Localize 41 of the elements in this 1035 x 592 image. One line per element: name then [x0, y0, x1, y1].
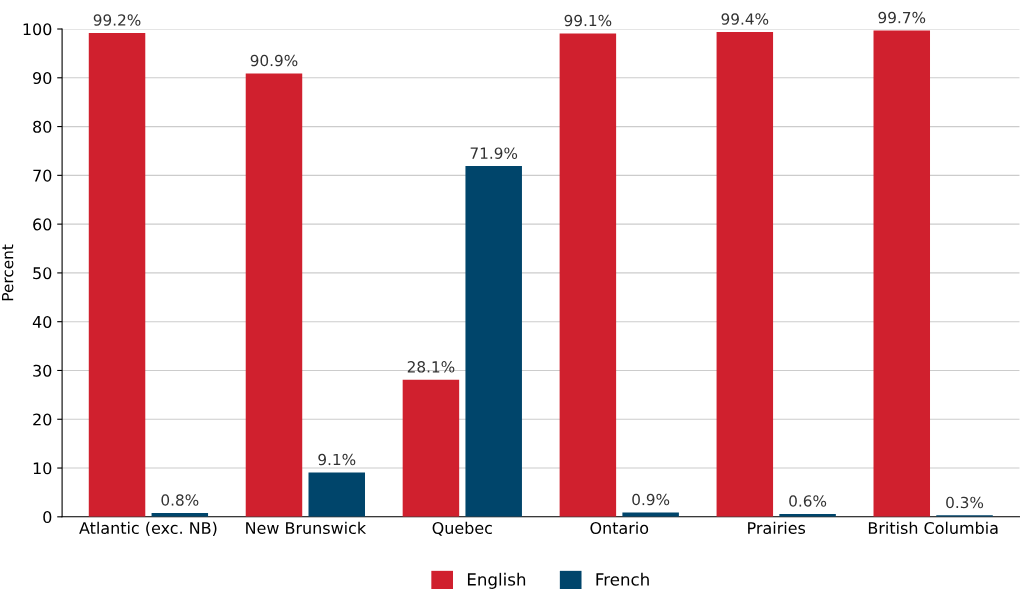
bar — [88, 32, 146, 517]
x-tick-label: New Brunswick — [246, 521, 367, 535]
data-label: 99.4% — [721, 13, 769, 25]
y-tick-label: 20 — [33, 413, 52, 426]
data-label: 28.1% — [407, 361, 455, 373]
data-label: 0.9% — [632, 493, 670, 506]
bar — [716, 31, 774, 517]
y-tick-label: 40 — [32, 315, 52, 328]
x-tick-label: Ontario — [590, 521, 649, 535]
y-tick-label: 60 — [33, 218, 52, 231]
bar — [245, 73, 303, 517]
y-tick-label: 30 — [33, 364, 52, 377]
x-tick-label: Quebec — [432, 521, 492, 536]
x-tick-label: British Columbia — [868, 521, 998, 535]
data-label: 99.2% — [93, 14, 141, 26]
y-tick-label: 90 — [33, 72, 52, 85]
data-label: 90.9% — [250, 54, 298, 67]
x-tick-label: Prairies — [748, 521, 806, 535]
bar — [402, 379, 460, 517]
bar — [559, 33, 617, 517]
data-label: 0.3% — [946, 496, 984, 509]
data-label: 99.1% — [564, 14, 612, 27]
bar — [873, 30, 931, 517]
y-tick-label: 50 — [33, 267, 52, 280]
y-tick-label: 100 — [23, 23, 52, 36]
bar — [622, 512, 679, 517]
data-label: 9.1% — [318, 453, 356, 466]
legend-label: French — [596, 572, 649, 586]
legend-label: English — [467, 572, 526, 589]
y-axis-title: Percent — [2, 244, 14, 301]
data-label: 99.7% — [878, 11, 926, 24]
bar — [465, 166, 522, 517]
data-label: 0.6% — [789, 495, 827, 507]
y-tick-label: 10 — [33, 462, 52, 475]
x-tick-label: Atlantic (exc. NB) — [79, 521, 217, 536]
bar — [308, 472, 366, 517]
data-label: 0.8% — [161, 494, 199, 506]
y-tick-label: 0 — [43, 511, 52, 524]
y-tick-label: 80 — [33, 120, 52, 133]
y-tick-label: 70 — [33, 169, 52, 182]
data-label: 71.9% — [470, 147, 518, 159]
